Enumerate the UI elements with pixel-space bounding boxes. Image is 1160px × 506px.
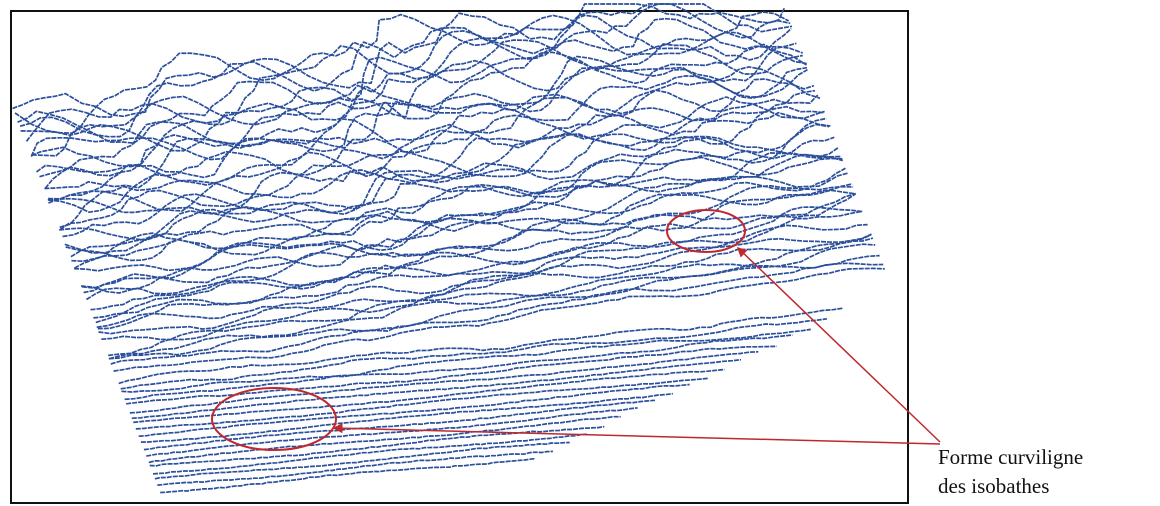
annotation-label: Forme curviligne des isobathes bbox=[938, 443, 1153, 501]
isobath-line bbox=[59, 89, 816, 229]
isobath-line bbox=[62, 117, 827, 238]
isobath-line bbox=[153, 433, 587, 475]
highlight-ellipse-right bbox=[666, 209, 746, 253]
isobath-line bbox=[90, 193, 856, 311]
isobath-line bbox=[71, 152, 842, 263]
isobath-line bbox=[154, 441, 570, 480]
isobath-line bbox=[39, 66, 808, 178]
isobath-line bbox=[148, 415, 621, 464]
isobath-line bbox=[81, 183, 853, 294]
pointer-arrow-right bbox=[736, 246, 941, 443]
annotation-label-line-1: Forme curviligne bbox=[938, 445, 1084, 469]
isobath-line bbox=[140, 392, 674, 443]
isobath-line bbox=[65, 156, 843, 262]
isobath-line bbox=[133, 368, 725, 424]
pointer-arrow-left bbox=[332, 423, 941, 445]
isobath-line bbox=[118, 307, 844, 385]
isobath-line bbox=[59, 105, 825, 231]
isobath-line bbox=[20, 31, 807, 152]
isobath-line bbox=[44, 68, 808, 190]
isobath-line bbox=[81, 167, 846, 289]
isobath-line bbox=[93, 206, 863, 319]
isobath-line bbox=[48, 111, 831, 215]
isobath-line bbox=[70, 123, 830, 258]
isobath-line bbox=[95, 192, 856, 324]
isobath-line bbox=[157, 450, 553, 486]
isobath-line bbox=[19, 3, 791, 138]
isobath-line bbox=[143, 399, 656, 451]
isobath-line bbox=[36, 66, 821, 179]
isobath-line bbox=[30, 43, 807, 161]
isobath-line bbox=[129, 350, 759, 414]
isobath-line bbox=[44, 42, 797, 189]
map-frame bbox=[10, 10, 909, 504]
isobath-line bbox=[138, 383, 690, 438]
isobath-line bbox=[135, 377, 708, 430]
isobath-line bbox=[113, 267, 885, 372]
isobath-line bbox=[121, 328, 811, 393]
isobath-line bbox=[48, 89, 819, 214]
isobath-line bbox=[108, 243, 876, 360]
isobath-line bbox=[149, 425, 605, 467]
isobath-line bbox=[96, 223, 868, 329]
isobath-line bbox=[25, 11, 790, 142]
isobath-line bbox=[108, 234, 872, 357]
isobath-line bbox=[108, 254, 880, 360]
isobath-line bbox=[17, 17, 803, 144]
isobath-line bbox=[12, 3, 793, 118]
isobath-line bbox=[98, 233, 872, 335]
isobath-line bbox=[131, 358, 742, 420]
annotation-label-line-2: des isobathes bbox=[938, 474, 1050, 498]
isobath-line bbox=[110, 262, 884, 365]
isobath-line bbox=[47, 96, 825, 212]
isobath-line bbox=[120, 317, 828, 390]
highlight-ellipse-left bbox=[211, 387, 337, 451]
isobath-line bbox=[160, 457, 536, 494]
isobath-line bbox=[64, 146, 839, 254]
isobath-line bbox=[146, 407, 638, 457]
isobath-line bbox=[85, 189, 856, 301]
isobath-line bbox=[59, 136, 835, 241]
isobath-line bbox=[14, 3, 786, 135]
isobath-line bbox=[31, 14, 792, 157]
isobath-line bbox=[124, 334, 793, 401]
annotation-layer bbox=[211, 209, 941, 451]
isobath-lines bbox=[12, 3, 885, 494]
